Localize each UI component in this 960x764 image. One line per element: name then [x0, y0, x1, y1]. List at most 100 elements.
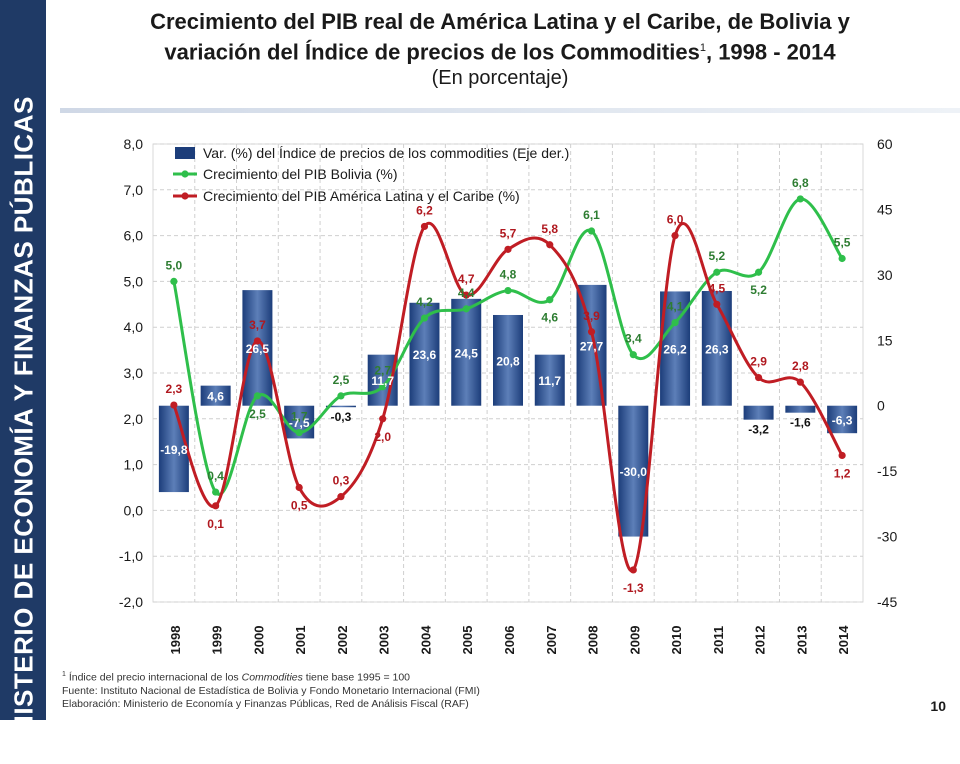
bar-value-label: 26,3	[705, 342, 729, 356]
bar	[158, 405, 189, 493]
x-tick-label: 1999	[210, 626, 225, 655]
line-latam-label: 0,3	[333, 474, 350, 488]
line-bolivia-label: 5,2	[708, 249, 725, 263]
combo-chart: -19,8 4,6 26,5 -7,5 -0,3 11,7 23,6 24,5 20,8 11,7…	[119, 136, 898, 655]
line-latam-point	[212, 502, 220, 510]
line-bolivia-point	[754, 268, 763, 276]
line-bolivia-point	[295, 428, 303, 437]
footnote-text-em: Commodities	[241, 671, 303, 684]
line-bolivia-point	[713, 268, 721, 276]
line-latam-label: 4,5	[708, 281, 725, 295]
y-right-tick-label: 30	[877, 267, 893, 283]
title-line-2-tail: , 1998 - 2014	[705, 39, 836, 65]
bar-value-label: 23,6	[413, 348, 437, 362]
line-latam-point	[629, 566, 637, 574]
x-tick-label: 2009	[627, 626, 642, 655]
bar	[493, 314, 523, 406]
title-line-1: Crecimiento del PIB real de América Lati…	[150, 9, 850, 34]
x-tick-label: 2001	[293, 626, 308, 655]
bar-value-label: -3,2	[748, 423, 769, 437]
title-line-2-main: variación del Índice de precios de los C…	[164, 39, 700, 65]
bar-value-label: -7,5	[289, 416, 310, 430]
line-bolivia-point	[504, 286, 512, 295]
x-tick-label: 2007	[544, 626, 559, 655]
y-right-tick-label: 0	[877, 398, 885, 414]
line-latam-point	[253, 337, 262, 345]
line-latam-label: 3,7	[249, 318, 266, 332]
line-bolivia-label: 4,4	[458, 286, 475, 300]
chart-lines	[170, 195, 846, 574]
source-note: Fuente: Instituto Nacional de Estadístic…	[62, 684, 480, 697]
bar-value-label: 27,7	[580, 339, 604, 353]
y-left-tick-label: 1,0	[124, 457, 144, 473]
line-latam-label: 1,2	[834, 466, 851, 480]
line-latam-label: -1,3	[623, 581, 644, 595]
footnote-commodities: 1 Índice del precio internacional de los…	[62, 668, 480, 685]
data-labels: -19,8 4,6 26,5 -7,5 -0,3 11,7 23,6 24,5 20,8 11,7…	[160, 176, 853, 595]
legend-label-latam: Crecimiento del PIB América Latina y el …	[203, 188, 520, 204]
bar-value-label: 4,6	[207, 390, 224, 404]
footnotes: 1 Índice del precio internacional de los…	[62, 668, 480, 711]
y-right-tick-label: -30	[877, 529, 897, 545]
line-latam-point	[170, 401, 178, 409]
line-bolivia-point	[212, 488, 220, 496]
line-latam-label: 2,9	[750, 355, 767, 369]
line-latam-label: 2,3	[166, 382, 183, 396]
line-bolivia-point	[629, 351, 637, 359]
line-latam-point	[587, 328, 596, 336]
line-latam-point	[420, 222, 429, 231]
x-tick-label: 2000	[251, 626, 266, 655]
legend-marker-latam	[181, 192, 189, 200]
x-tick-label: 2006	[502, 626, 517, 655]
line-bolivia-label: 0,4	[207, 469, 224, 483]
footnote-text-pre: Índice del precio internacional de los	[65, 671, 242, 684]
y-left-tick-label: 3,0	[124, 365, 144, 381]
line-bolivia-label: 3,4	[625, 332, 642, 346]
bar-value-label: -0,3	[331, 410, 352, 424]
legend: Var. (%) del Índice de precios de los co…	[173, 145, 569, 204]
y-right-tick-label: -15	[877, 463, 897, 479]
line-bolivia-label: 2,5	[249, 407, 266, 421]
bar-value-label: 24,5	[455, 346, 479, 360]
bar	[827, 405, 858, 434]
line-bolivia-label: 5,2	[750, 283, 767, 297]
line-latam-point	[295, 483, 303, 492]
y-right-tick-label: 15	[877, 332, 893, 348]
line-bolivia-point	[587, 227, 596, 235]
line-bolivia-label: 5,0	[166, 258, 183, 272]
elaboration-note: Elaboración: Ministerio de Economía y Fi…	[62, 697, 469, 710]
bar	[325, 405, 356, 408]
bar-value-label: -6,3	[832, 413, 853, 427]
line-bolivia-label: 4,1	[667, 300, 684, 314]
line-bolivia-label: 1,7	[291, 410, 308, 424]
legend-label-bars: Var. (%) del Índice de precios de los co…	[203, 145, 569, 161]
ministry-name: MINISTERIO DE ECONOMÍA Y FINANZAS PÚBLIC…	[8, 96, 39, 764]
line-latam-label: 2,8	[792, 359, 809, 373]
legend-swatch-bars	[175, 147, 195, 159]
title-divider	[60, 108, 960, 113]
line-latam-label: 5,8	[541, 222, 558, 236]
ministry-sidebar: MINISTERIO DE ECONOMÍA Y FINANZAS PÚBLIC…	[0, 0, 46, 764]
line-latam-point	[379, 415, 387, 423]
bar-value-label: -30,0	[620, 465, 648, 479]
bar	[200, 385, 231, 406]
line-bolivia-point	[796, 195, 804, 203]
title-footnote-marker: 1	[699, 42, 706, 54]
y-left-tick-label: 5,0	[124, 273, 144, 289]
line-latam-label: 2,0	[374, 430, 391, 444]
line-bolivia-label: 2,7	[374, 364, 391, 378]
line-bolivia-label: 4,8	[500, 268, 517, 282]
bar-value-label: 26,5	[246, 342, 270, 356]
line-bolivia-point	[337, 392, 345, 400]
line-bolivia-label: 6,1	[583, 208, 600, 222]
footnote-text-post: tiene base 1995 = 100	[302, 671, 411, 684]
x-tick-label: 2012	[753, 626, 768, 655]
x-tick-label: 2008	[586, 626, 601, 655]
line-latam-label: 6,2	[416, 203, 433, 217]
x-tick-label: 1998	[168, 626, 183, 655]
y-right-tick-label: 45	[877, 201, 893, 217]
x-tick-label: 2004	[418, 625, 433, 655]
line-bolivia-label: 4,6	[541, 311, 558, 325]
x-tick-label: 2003	[377, 626, 392, 655]
line-latam-label: 0,1	[207, 517, 224, 531]
